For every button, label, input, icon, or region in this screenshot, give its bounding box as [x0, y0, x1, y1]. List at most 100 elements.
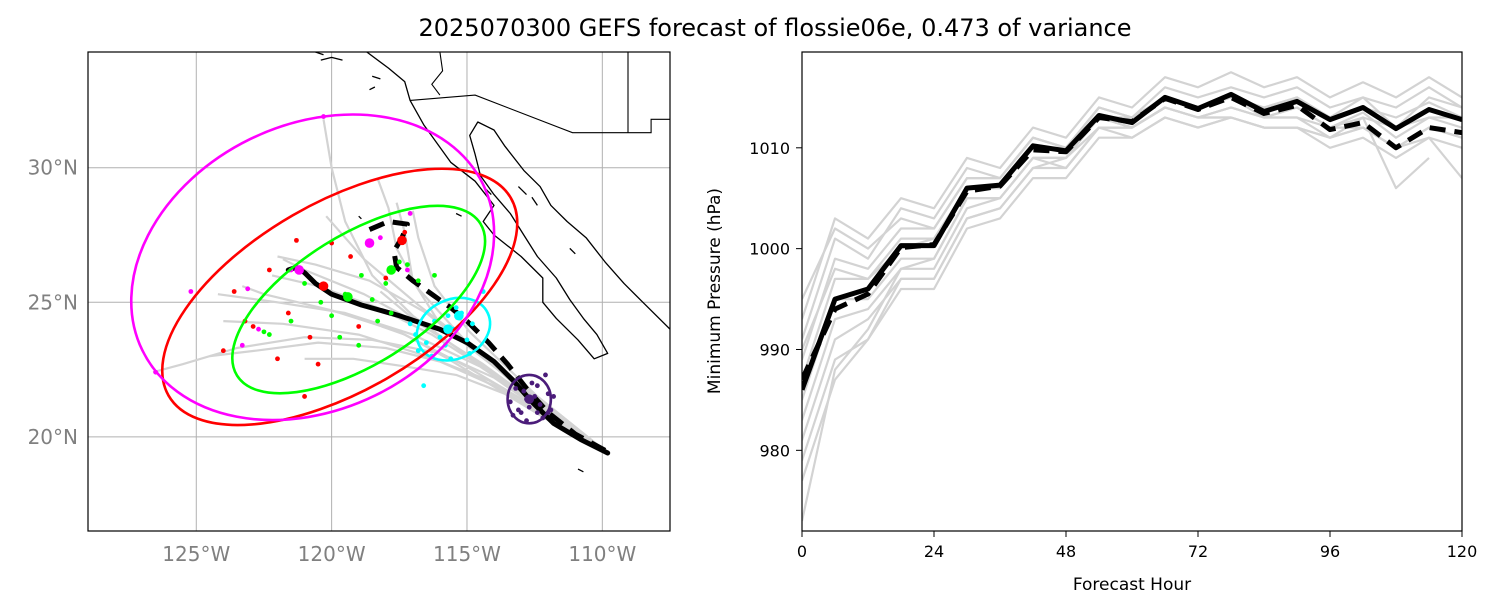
- pressure-frame: [801, 51, 1463, 532]
- member-position-purple: [521, 388, 527, 394]
- member-position-cyan: [445, 313, 451, 319]
- member-position-purple: [551, 394, 556, 399]
- centroid-cyan: [443, 324, 453, 334]
- map-frame: [87, 51, 671, 532]
- member-position-green: [302, 281, 307, 286]
- member-position-magenta: [256, 326, 261, 332]
- coastline: [371, 75, 381, 80]
- spread-ellipses: [129, 113, 553, 427]
- pressure-x-tick-label: 48: [1056, 542, 1076, 561]
- mean-tracks: [285, 219, 611, 456]
- spread-ellipse: [160, 167, 519, 427]
- pressure-x-tick-label: 0: [797, 542, 807, 561]
- member-position-red: [285, 310, 291, 316]
- pressure-x-tick-label: 72: [1188, 542, 1208, 561]
- member-position-magenta: [405, 267, 410, 273]
- map-lon-tick-label: 120°W: [298, 542, 366, 566]
- pressure-y-tick-label: 1010: [749, 139, 790, 158]
- member-position-red: [275, 356, 280, 362]
- spread-ellipse: [129, 113, 496, 422]
- pressure-member-line: [802, 106, 1462, 421]
- member-position-green: [396, 259, 402, 265]
- pressure-member-line: [802, 106, 1462, 522]
- centroid-green: [386, 265, 396, 275]
- centroid-cyan: [454, 310, 464, 321]
- border-line: [431, 52, 444, 96]
- member-position-cyan: [407, 321, 413, 327]
- pressure-panel: 0 24 48 72 96 120 980 990 1000 1010 Forecast Hou…: [705, 51, 1477, 595]
- member-position-red: [302, 394, 307, 399]
- pressure-x-tick-label: 24: [924, 542, 944, 561]
- map-lon-ticks: 125°W 120°W 115°W 110°W: [162, 542, 636, 566]
- coastline: [531, 196, 538, 206]
- member-position-green: [388, 310, 394, 316]
- member-position-red: [220, 348, 226, 354]
- coastline: [517, 186, 527, 196]
- member-position-purple: [534, 383, 540, 389]
- member-position-green: [359, 272, 364, 278]
- coastline: [366, 52, 670, 360]
- pressure-x-tick-label: 120: [1447, 542, 1478, 561]
- centroid-magenta: [364, 238, 375, 248]
- member-position-magenta: [245, 286, 251, 292]
- member-position-purple: [516, 407, 521, 413]
- member-position-green: [383, 281, 389, 286]
- member-position-cyan: [469, 321, 475, 327]
- centroid-red: [397, 235, 407, 246]
- spread-ellipse: [415, 296, 492, 362]
- member-position-cyan: [415, 348, 421, 354]
- pressure-y-tick-label: 990: [759, 340, 790, 359]
- pressure-x-label: Forecast Hour: [1073, 575, 1191, 595]
- mean-track-solid: [285, 264, 611, 456]
- pressure-mean-lines: [802, 91, 1462, 391]
- member-position-green: [415, 278, 421, 284]
- map-lat-tick-label: 30°N: [28, 156, 78, 180]
- pressure-member-lines: [802, 71, 1462, 522]
- coastline: [369, 86, 376, 91]
- coastline: [455, 212, 462, 217]
- member-position-purple: [537, 402, 543, 407]
- map-lat-tick-label: 25°N: [28, 290, 78, 314]
- member-position-red: [231, 289, 237, 294]
- spread-ellipse: [231, 204, 487, 395]
- member-position-cyan: [464, 337, 470, 343]
- member-position-red: [315, 361, 321, 367]
- member-position-cyan: [421, 383, 427, 389]
- member-position-green: [405, 262, 410, 267]
- member-position-green: [318, 299, 324, 305]
- member-position-magenta: [188, 289, 194, 294]
- pressure-y-ticks: 980 990 1000 1010: [749, 139, 802, 460]
- pressure-x-ticks: 0 24 48 72 96 120: [797, 531, 1477, 561]
- member-position-red: [348, 254, 353, 259]
- member-position-green: [432, 272, 437, 278]
- ellipse-centroids: [294, 235, 535, 404]
- pressure-x-tick-label: 96: [1320, 542, 1340, 561]
- member-position-green: [288, 318, 294, 324]
- member-position-red: [402, 229, 408, 235]
- coastline: [358, 215, 362, 220]
- member-position-purple: [513, 385, 519, 391]
- member-position-red: [294, 237, 299, 243]
- coastline: [569, 247, 576, 255]
- member-position-red: [266, 267, 272, 273]
- member-position-magenta: [407, 211, 413, 216]
- member-position-green: [261, 329, 267, 335]
- member-position-purple: [529, 380, 535, 386]
- pressure-member-line: [802, 96, 1462, 381]
- spread-ellipse: [506, 373, 553, 425]
- figure-title: 2025070300 GEFS forecast of flossie06e, …: [418, 14, 1131, 42]
- track-map-panel: 125°W 120°W 115°W 110°W 20°N 25°N 30°N: [28, 51, 671, 566]
- member-position-red: [356, 324, 362, 329]
- pressure-y-tick-label: 1000: [749, 240, 790, 259]
- pressure-member-line: [802, 96, 1462, 300]
- pressure-member-line: [802, 106, 1430, 481]
- member-position-cyan: [437, 334, 443, 340]
- coastlines: [315, 52, 670, 473]
- member-position-magenta: [377, 235, 383, 241]
- centroid-green: [343, 292, 353, 302]
- pressure-mean-solid: [802, 91, 1462, 391]
- map-gridlines: [88, 52, 670, 531]
- map-lon-tick-label: 125°W: [162, 542, 230, 566]
- map-lat-ticks: 20°N 25°N 30°N: [28, 156, 78, 449]
